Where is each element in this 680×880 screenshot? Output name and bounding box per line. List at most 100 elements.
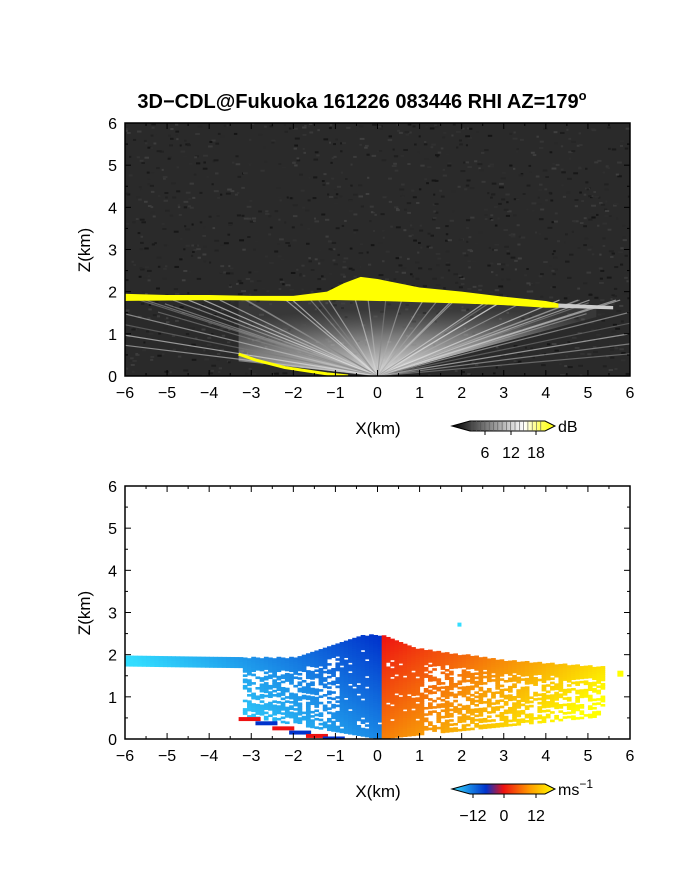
velocity-cell — [495, 699, 501, 703]
noise-speck — [472, 285, 477, 288]
noise-speck — [579, 222, 584, 225]
noise-speck — [187, 144, 191, 147]
noise-speck — [372, 123, 377, 126]
noise-speck — [592, 346, 597, 349]
velocity-cell — [348, 681, 353, 684]
noise-speck — [268, 215, 272, 218]
colorbar-tick: 12 — [527, 808, 545, 825]
velocity-cell — [587, 671, 593, 675]
velocity-cell — [419, 658, 425, 662]
noise-speck — [250, 123, 255, 126]
velocity-cell — [318, 670, 324, 673]
velocity-cell — [419, 654, 425, 658]
velocity-cell — [377, 713, 383, 717]
noise-speck — [395, 270, 399, 273]
y-tick-label: 1 — [108, 327, 117, 344]
noise-speck — [244, 372, 248, 375]
noise-speck — [296, 268, 299, 271]
velocity-cell — [251, 705, 256, 708]
velocity-cell — [356, 691, 362, 694]
velocity-cell — [571, 717, 576, 721]
velocity-cell — [352, 646, 357, 649]
velocity-cell — [242, 665, 248, 669]
velocity-cell — [385, 645, 391, 648]
noise-speck — [498, 285, 504, 288]
velocity-cell — [394, 722, 400, 726]
velocity-cell — [444, 721, 450, 725]
velocity-cell — [486, 662, 492, 666]
noise-speck — [583, 324, 586, 327]
noise-speck — [434, 179, 439, 182]
velocity-cell — [406, 651, 412, 655]
velocity-cell — [377, 703, 383, 706]
velocity-cell — [390, 672, 395, 675]
velocity-cell — [352, 650, 357, 654]
noise-speck — [349, 208, 352, 211]
velocity-cell — [364, 650, 370, 654]
velocity-cell — [377, 684, 383, 687]
velocity-cell — [516, 666, 522, 669]
velocity-cell — [305, 659, 311, 663]
velocity-cell — [310, 702, 315, 706]
noise-speck — [314, 258, 318, 261]
velocity-cell — [529, 675, 534, 678]
noise-speck — [409, 227, 415, 230]
velocity-cell — [520, 690, 526, 694]
velocity-cell — [453, 661, 458, 665]
noise-speck — [490, 165, 495, 168]
velocity-cell — [213, 658, 219, 662]
velocity-cell — [318, 649, 324, 652]
noise-speck — [140, 235, 144, 238]
velocity-cell — [402, 713, 408, 716]
velocity-cell — [411, 672, 416, 675]
velocity-cell — [406, 719, 412, 722]
velocity-cell — [289, 682, 294, 685]
velocity-cell — [529, 662, 534, 666]
noise-speck — [144, 266, 150, 269]
velocity-cell — [150, 657, 155, 661]
velocity-cell — [289, 711, 294, 715]
velocity-cell — [364, 656, 370, 660]
velocity-cell — [339, 720, 345, 723]
velocity-cell — [247, 715, 252, 718]
velocity-cell — [280, 665, 286, 669]
noise-speck — [415, 261, 420, 264]
velocity-cell — [381, 660, 387, 664]
velocity-cell — [516, 672, 522, 675]
velocity-cell — [327, 646, 332, 649]
noise-speck — [163, 199, 168, 202]
noise-speck — [367, 176, 370, 179]
velocity-cell — [432, 657, 437, 661]
velocity-cell — [571, 673, 576, 676]
y-tick-label: 0 — [108, 369, 117, 386]
velocity-cell — [390, 727, 395, 730]
noise-speck — [581, 200, 585, 203]
velocity-cell — [335, 651, 341, 655]
noise-speck — [132, 315, 136, 318]
noise-speck — [211, 139, 216, 142]
fan-ray — [246, 299, 378, 376]
noise-speck — [610, 303, 615, 306]
velocity-cell — [449, 683, 454, 686]
noise-speck — [196, 248, 201, 251]
velocity-cell — [423, 662, 429, 666]
velocity-cell — [318, 657, 324, 661]
noise-speck — [291, 226, 295, 229]
noise-speck — [171, 334, 176, 337]
velocity-cell — [385, 670, 391, 674]
velocity-cell — [495, 708, 501, 711]
noise-speck — [234, 193, 238, 196]
velocity-cell — [360, 643, 366, 647]
noise-speck — [213, 190, 219, 193]
noise-speck — [505, 214, 510, 217]
velocity-cell — [465, 711, 471, 714]
noise-speck — [427, 232, 431, 235]
velocity-cell — [499, 712, 505, 715]
noise-speck — [140, 302, 145, 305]
noise-speck — [310, 269, 315, 272]
velocity-cell — [339, 677, 345, 681]
velocity-cell — [575, 668, 580, 672]
velocity-cell — [373, 717, 378, 720]
colorbar-bar — [450, 783, 557, 795]
velocity-cell — [352, 726, 357, 729]
